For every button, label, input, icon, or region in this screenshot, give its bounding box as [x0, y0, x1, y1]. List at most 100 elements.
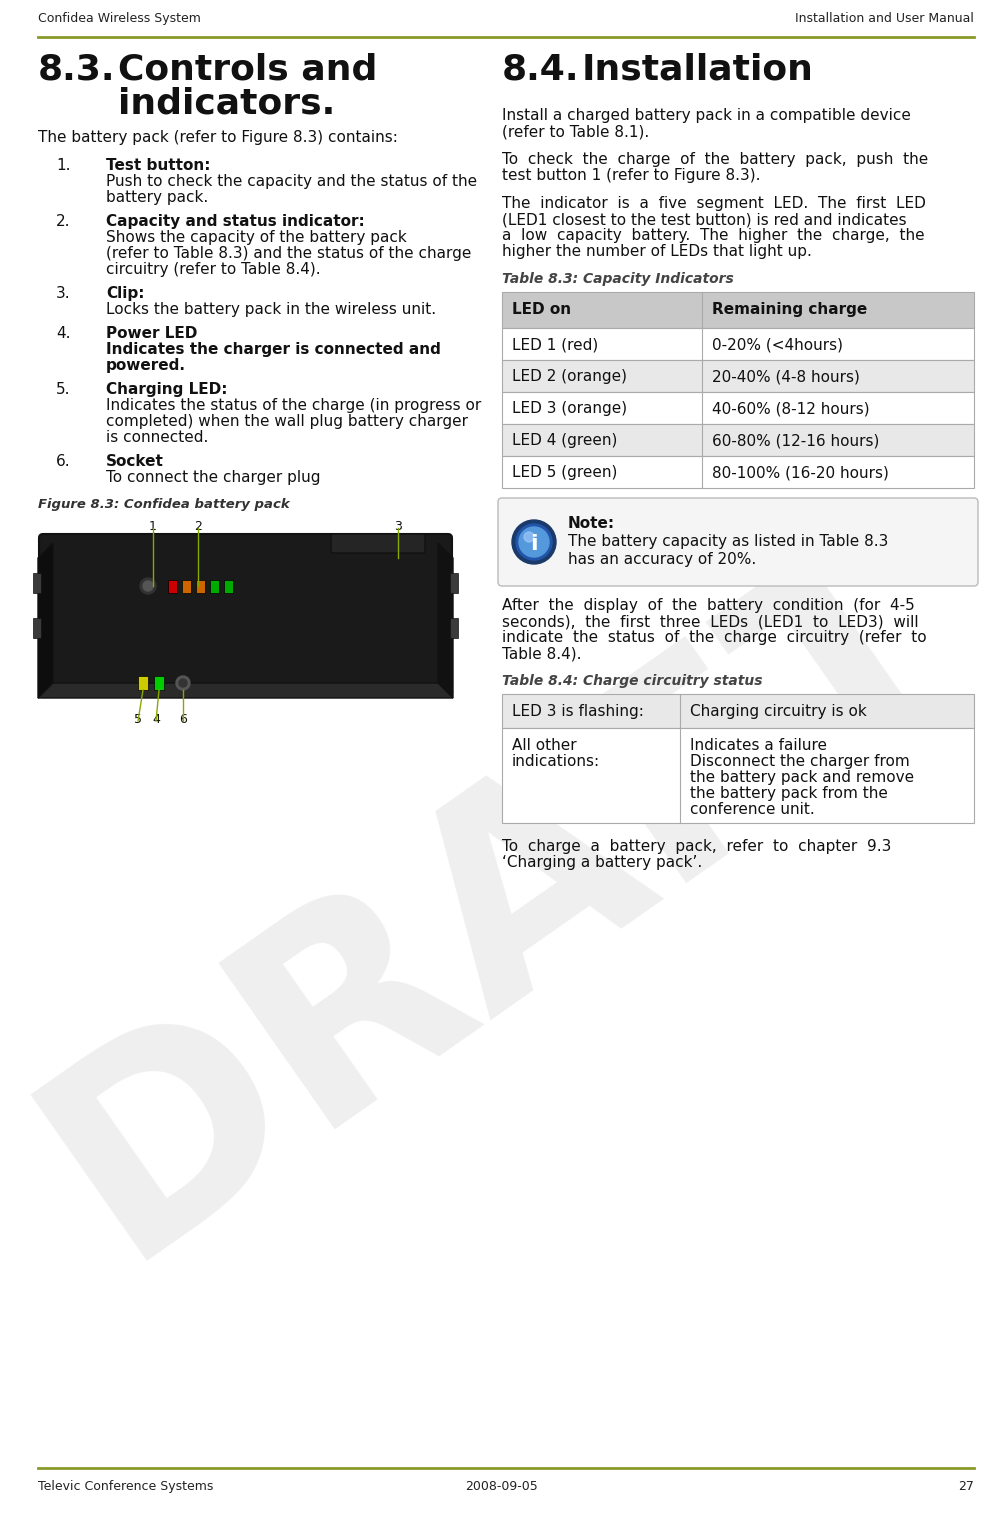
Text: test button 1 (refer to Figure 8.3).: test button 1 (refer to Figure 8.3). [502, 168, 759, 184]
Text: 60-80% (12-16 hours): 60-80% (12-16 hours) [711, 432, 879, 448]
Text: Installation and User Manual: Installation and User Manual [794, 12, 973, 24]
Text: (LED1 closest to the test button) is red and indicates: (LED1 closest to the test button) is red… [502, 212, 906, 228]
Text: 3: 3 [393, 520, 401, 532]
Text: ‘Charging a battery pack’.: ‘Charging a battery pack’. [502, 856, 701, 871]
Text: Confidea Wireless System: Confidea Wireless System [38, 12, 201, 24]
FancyBboxPatch shape [39, 534, 451, 696]
Text: 80-100% (16-20 hours): 80-100% (16-20 hours) [711, 466, 888, 479]
Text: a  low  capacity  battery.  The  higher  the  charge,  the: a low capacity battery. The higher the c… [502, 228, 924, 243]
Text: Televic Conference Systems: Televic Conference Systems [38, 1481, 214, 1493]
Circle shape [516, 523, 552, 560]
Circle shape [179, 680, 187, 687]
Text: 1.: 1. [56, 158, 70, 173]
Text: 6: 6 [179, 713, 187, 727]
Text: Table 8.4).: Table 8.4). [502, 646, 581, 661]
Bar [502, 291, 973, 328]
Text: All other: All other [512, 737, 576, 752]
Text: 2: 2 [194, 520, 202, 532]
Text: LED on: LED on [512, 302, 571, 317]
Text: Disconnect the charger from: Disconnect the charger from [689, 754, 909, 769]
Text: Locks the battery pack in the wireless unit.: Locks the battery pack in the wireless u… [106, 302, 435, 317]
Bar [210, 579, 219, 593]
Circle shape [139, 578, 155, 595]
Text: indicators.: indicators. [118, 86, 335, 120]
Text: Charging circuitry is ok: Charging circuitry is ok [689, 704, 866, 719]
Text: Install a charged battery pack in a compatible device: Install a charged battery pack in a comp… [502, 108, 910, 123]
Text: Remaining charge: Remaining charge [711, 302, 867, 317]
Text: LED 5 (green): LED 5 (green) [512, 466, 617, 479]
Text: i: i [530, 534, 538, 554]
Text: Indicates the charger is connected and: Indicates the charger is connected and [106, 341, 440, 356]
Text: powered.: powered. [106, 358, 186, 373]
Bar [168, 579, 177, 593]
Bar [502, 457, 973, 488]
Text: 5.: 5. [56, 382, 70, 397]
Text: conference unit.: conference unit. [689, 802, 814, 818]
Bar [137, 677, 147, 690]
Text: Indicates a failure: Indicates a failure [689, 737, 826, 752]
Text: 6.: 6. [56, 454, 70, 469]
Text: Socket: Socket [106, 454, 163, 469]
Bar [502, 693, 973, 728]
Text: LED 2 (orange): LED 2 (orange) [512, 369, 627, 384]
Text: 8.4.: 8.4. [502, 52, 579, 86]
Bar [502, 391, 973, 423]
Text: The  indicator  is  a  five  segment  LED.  The  first  LED: The indicator is a five segment LED. The… [502, 196, 925, 211]
Text: Indicates the status of the charge (in progress or: Indicates the status of the charge (in p… [106, 397, 480, 413]
Text: Table 8.4: Charge circuitry status: Table 8.4: Charge circuitry status [502, 674, 761, 689]
Text: Clip:: Clip: [106, 287, 144, 300]
Bar [33, 617, 41, 639]
Text: 2008-09-05: 2008-09-05 [465, 1481, 538, 1493]
Circle shape [142, 581, 152, 592]
Circle shape [519, 526, 549, 557]
Text: LED 4 (green): LED 4 (green) [512, 432, 617, 448]
Text: battery pack.: battery pack. [106, 190, 208, 205]
Text: 2.: 2. [56, 214, 70, 229]
Polygon shape [437, 543, 452, 698]
Text: To  charge  a  battery  pack,  refer  to  chapter  9.3: To charge a battery pack, refer to chapt… [502, 839, 891, 854]
Text: To  check  the  charge  of  the  battery  pack,  push  the: To check the charge of the battery pack,… [502, 152, 928, 167]
Bar [502, 360, 973, 391]
Text: 4.: 4. [56, 326, 70, 341]
Text: 27: 27 [957, 1481, 973, 1493]
Text: Figure 8.3: Confidea battery pack: Figure 8.3: Confidea battery pack [38, 498, 290, 511]
Text: Controls and: Controls and [118, 52, 377, 86]
Bar [502, 328, 973, 360]
Bar [224, 579, 233, 593]
Circle shape [524, 532, 534, 542]
Text: DRAFT: DRAFT [0, 492, 1003, 1309]
Circle shape [512, 520, 556, 564]
Text: indicate  the  status  of  the  charge  circuitry  (refer  to: indicate the status of the charge circui… [502, 630, 926, 645]
Text: (refer to Table 8.3) and the status of the charge: (refer to Table 8.3) and the status of t… [106, 246, 470, 261]
Text: 40-60% (8-12 hours): 40-60% (8-12 hours) [711, 400, 869, 416]
Text: To connect the charger plug: To connect the charger plug [106, 470, 320, 485]
Circle shape [176, 677, 190, 690]
Text: 1: 1 [148, 520, 156, 532]
Text: Shows the capacity of the battery pack: Shows the capacity of the battery pack [106, 231, 406, 246]
Text: 3.: 3. [56, 287, 70, 300]
Text: seconds),  the  first  three  LEDs  (LED1  to  LED3)  will: seconds), the first three LEDs (LED1 to … [502, 614, 918, 630]
Text: LED 3 is flashing:: LED 3 is flashing: [512, 704, 643, 719]
Text: Installation: Installation [582, 52, 813, 86]
Text: Table 8.3: Capacity Indicators: Table 8.3: Capacity Indicators [502, 272, 733, 287]
Text: 5: 5 [133, 713, 141, 727]
Text: 20-40% (4-8 hours): 20-40% (4-8 hours) [711, 369, 859, 384]
Text: Test button:: Test button: [106, 158, 211, 173]
Text: 0-20% (<4hours): 0-20% (<4hours) [711, 337, 843, 352]
Text: 4: 4 [151, 713, 159, 727]
Bar [33, 573, 41, 593]
Text: After  the  display  of  the  battery  condition  (for  4-5: After the display of the battery conditi… [502, 598, 914, 613]
FancyBboxPatch shape [497, 498, 977, 586]
Text: Power LED: Power LED [106, 326, 198, 341]
Text: indications:: indications: [512, 754, 600, 769]
Text: The battery pack (refer to Figure 8.3) contains:: The battery pack (refer to Figure 8.3) c… [38, 130, 397, 146]
Text: Note:: Note: [568, 516, 615, 531]
Text: is connected.: is connected. [106, 429, 209, 444]
Text: the battery pack and remove: the battery pack and remove [689, 771, 913, 784]
Text: (refer to Table 8.1).: (refer to Table 8.1). [502, 124, 649, 140]
Bar [182, 579, 191, 593]
Text: Capacity and status indicator:: Capacity and status indicator: [106, 214, 364, 229]
Bar [502, 423, 973, 457]
Text: LED 1 (red): LED 1 (red) [512, 337, 598, 352]
Text: completed) when the wall plug battery charger: completed) when the wall plug battery ch… [106, 414, 467, 429]
